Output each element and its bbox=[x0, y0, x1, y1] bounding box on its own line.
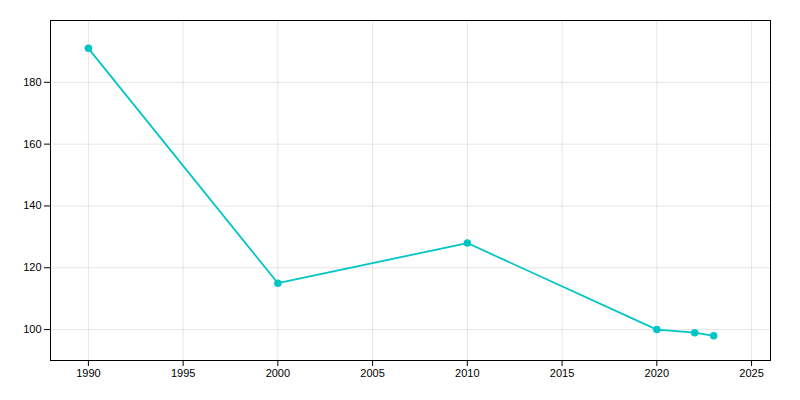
svg-text:1990: 1990 bbox=[76, 367, 100, 379]
svg-text:100: 100 bbox=[23, 323, 41, 335]
svg-text:2015: 2015 bbox=[550, 367, 574, 379]
svg-text:2025: 2025 bbox=[739, 367, 763, 379]
svg-text:160: 160 bbox=[23, 138, 41, 150]
svg-text:180: 180 bbox=[23, 76, 41, 88]
svg-text:140: 140 bbox=[23, 199, 41, 211]
svg-text:2005: 2005 bbox=[360, 367, 384, 379]
svg-text:2010: 2010 bbox=[455, 367, 479, 379]
svg-text:120: 120 bbox=[23, 261, 41, 273]
svg-text:2000: 2000 bbox=[266, 367, 290, 379]
svg-text:1995: 1995 bbox=[171, 367, 195, 379]
svg-text:2020: 2020 bbox=[645, 367, 669, 379]
